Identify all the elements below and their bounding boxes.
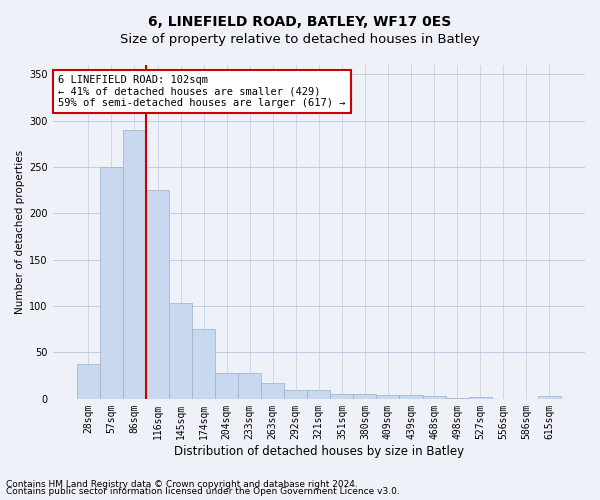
Bar — [169, 304, 192, 399]
Bar — [261, 383, 284, 399]
Bar — [238, 373, 261, 399]
Bar — [469, 397, 491, 399]
Bar — [100, 167, 123, 399]
Text: Size of property relative to detached houses in Batley: Size of property relative to detached ho… — [120, 32, 480, 46]
Bar — [77, 364, 100, 399]
Bar — [284, 390, 307, 399]
X-axis label: Distribution of detached houses by size in Batley: Distribution of detached houses by size … — [174, 444, 464, 458]
Bar — [123, 130, 146, 399]
Text: Contains HM Land Registry data © Crown copyright and database right 2024.: Contains HM Land Registry data © Crown c… — [6, 480, 358, 489]
Text: 6 LINEFIELD ROAD: 102sqm
← 41% of detached houses are smaller (429)
59% of semi-: 6 LINEFIELD ROAD: 102sqm ← 41% of detach… — [58, 75, 346, 108]
Bar — [307, 390, 331, 399]
Text: Contains public sector information licensed under the Open Government Licence v3: Contains public sector information licen… — [6, 488, 400, 496]
Bar — [446, 398, 469, 399]
Bar — [192, 330, 215, 399]
Text: 6, LINEFIELD ROAD, BATLEY, WF17 0ES: 6, LINEFIELD ROAD, BATLEY, WF17 0ES — [148, 15, 452, 29]
Y-axis label: Number of detached properties: Number of detached properties — [15, 150, 25, 314]
Bar — [376, 395, 400, 399]
Bar — [331, 394, 353, 399]
Bar — [422, 396, 446, 399]
Bar — [215, 373, 238, 399]
Bar — [538, 396, 561, 399]
Bar — [353, 394, 376, 399]
Bar — [400, 395, 422, 399]
Bar — [146, 190, 169, 399]
